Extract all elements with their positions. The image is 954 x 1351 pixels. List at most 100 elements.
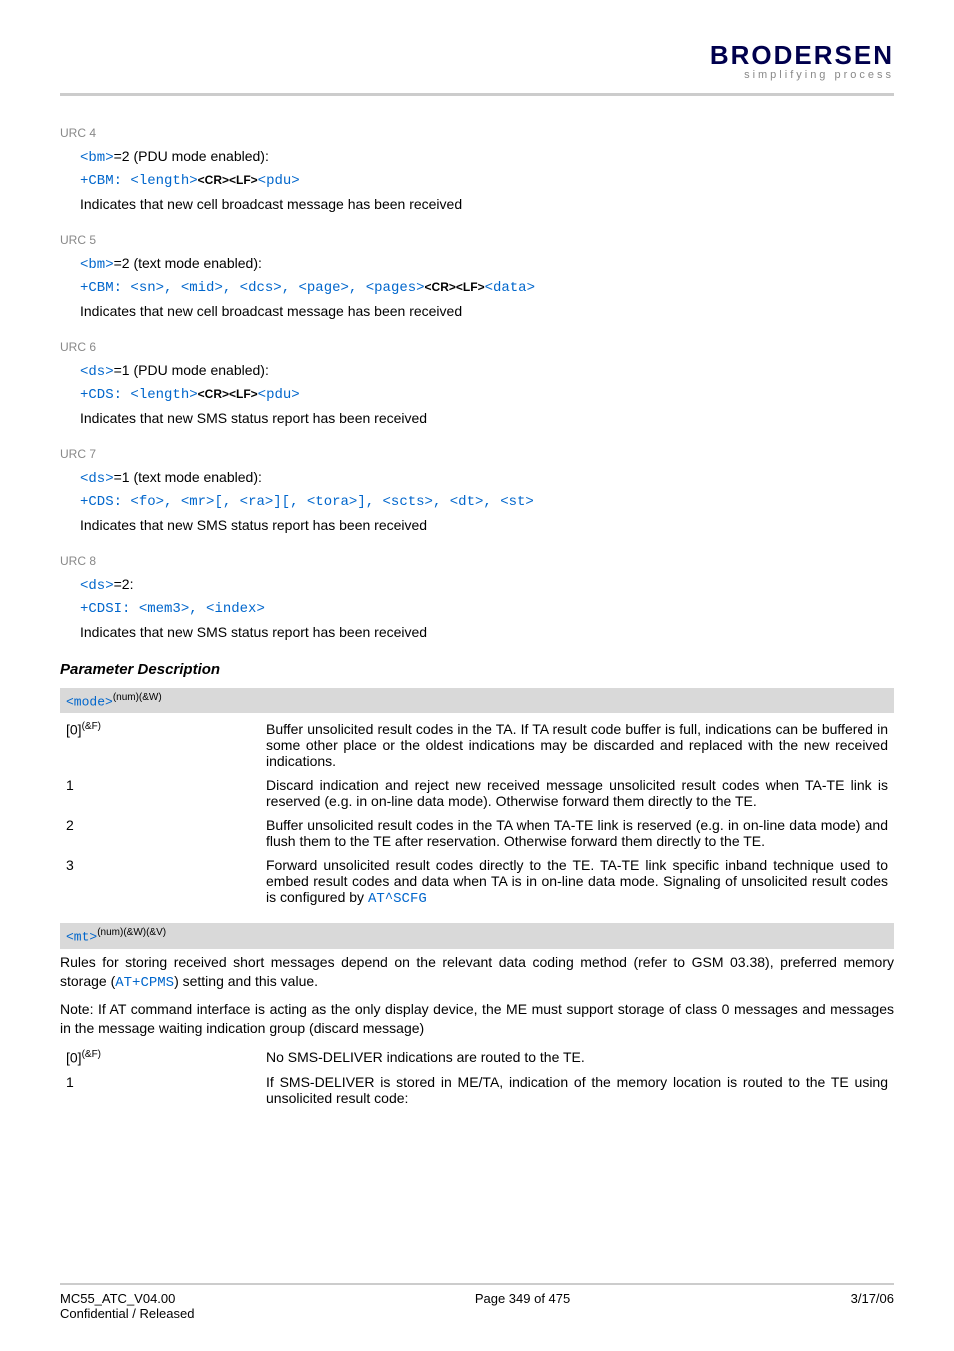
urc-body: <bm>=2 (PDU mode enabled):+CBM: <length>… bbox=[60, 146, 894, 215]
param-val: Buffer unsolicited result codes in the T… bbox=[260, 717, 894, 773]
param-row: [0](&F)No SMS-DELIVER indications are ro… bbox=[60, 1045, 894, 1070]
page-footer: MC55_ATC_V04.00 Confidential / Released … bbox=[60, 1283, 894, 1321]
urc-cmd: +CBM: <length><CR><LF><pdu> bbox=[80, 171, 894, 192]
brand-logo: BRODERSEN simplifying process bbox=[710, 40, 894, 81]
header-rule bbox=[60, 93, 894, 96]
param-key-sup: (&F) bbox=[82, 721, 101, 732]
mt-note-post: ) setting and this value. bbox=[174, 973, 318, 989]
urc-section: URC 4<bm>=2 (PDU mode enabled):+CBM: <le… bbox=[60, 126, 894, 215]
urc-pre-rest: =2 (PDU mode enabled): bbox=[114, 148, 269, 164]
cmd-param[interactable]: <mid> bbox=[181, 280, 223, 296]
footer-doc-id: MC55_ATC_V04.00 bbox=[60, 1291, 194, 1306]
param-val: Discard indication and reject new receiv… bbox=[260, 773, 894, 813]
urc-body: <ds>=1 (text mode enabled):+CDS: <fo>, <… bbox=[60, 467, 894, 536]
cmd-param[interactable]: <mr> bbox=[181, 494, 215, 510]
cmd-param[interactable]: <scts> bbox=[383, 494, 433, 510]
param-ref[interactable]: <ds> bbox=[80, 471, 114, 487]
urc-desc: Indicates that new cell broadcast messag… bbox=[80, 194, 894, 215]
cmd-token: , bbox=[433, 494, 450, 510]
cmd-token: , bbox=[349, 280, 366, 296]
urc-section: URC 8<ds>=2:+CDSI: <mem3>, <index>Indica… bbox=[60, 554, 894, 643]
cmd-token: +CDS: bbox=[80, 387, 130, 403]
cmd-param[interactable]: <dt> bbox=[450, 494, 484, 510]
urc-precondition: <bm>=2 (PDU mode enabled): bbox=[80, 146, 894, 169]
urc-pre-rest: =2: bbox=[114, 576, 134, 592]
cmd-token: +CBM: bbox=[80, 173, 130, 189]
param-ref[interactable]: <ds> bbox=[80, 578, 114, 594]
cmd-param[interactable]: <fo> bbox=[130, 494, 164, 510]
cmd-param[interactable]: <index> bbox=[206, 601, 265, 617]
urc-cmd: +CDS: <length><CR><LF><pdu> bbox=[80, 385, 894, 406]
mode-param-table: [0](&F)Buffer unsolicited result codes i… bbox=[60, 717, 894, 911]
cmd-token: +CBM: bbox=[80, 280, 130, 296]
cmd-token: , bbox=[223, 280, 240, 296]
cmd-param[interactable]: <pdu> bbox=[258, 387, 300, 403]
cmd-token: [, bbox=[214, 494, 239, 510]
urc-label: URC 4 bbox=[60, 126, 894, 140]
page-header: BRODERSEN simplifying process bbox=[60, 40, 894, 83]
urc-precondition: <ds>=2: bbox=[80, 574, 894, 597]
cmd-param[interactable]: <pages> bbox=[366, 280, 425, 296]
param-ref[interactable]: <bm> bbox=[80, 150, 114, 166]
mt-note2: Note: If AT command interface is acting … bbox=[60, 1000, 894, 1039]
param-val: Buffer unsolicited result codes in the T… bbox=[260, 813, 894, 853]
crlf-token: <CR><LF> bbox=[425, 280, 485, 294]
param-val: Forward unsolicited result codes directl… bbox=[260, 853, 894, 911]
cmd-param[interactable]: <page> bbox=[299, 280, 349, 296]
param-row: 1If SMS-DELIVER is stored in ME/TA, indi… bbox=[60, 1070, 894, 1110]
urc-desc: Indicates that new SMS status report has… bbox=[80, 515, 894, 536]
footer-page: Page 349 of 475 bbox=[475, 1291, 570, 1321]
cmd-param[interactable]: <length> bbox=[130, 387, 197, 403]
mt-param-sup: (num)(&W)(&V) bbox=[97, 927, 166, 938]
param-key: 3 bbox=[60, 853, 260, 911]
cmd-token: ], bbox=[357, 494, 382, 510]
cmd-param[interactable]: <tora> bbox=[307, 494, 357, 510]
urc-pre-rest: =1 (PDU mode enabled): bbox=[114, 362, 269, 378]
mode-param-name: <mode> bbox=[66, 694, 113, 709]
brand-name: BRODERSEN bbox=[710, 40, 894, 71]
param-link[interactable]: AT^SCFG bbox=[368, 891, 427, 907]
cmd-param[interactable]: <dcs> bbox=[240, 280, 282, 296]
cmd-param[interactable]: <st> bbox=[500, 494, 534, 510]
param-key: [0](&F) bbox=[60, 1045, 260, 1070]
urc-desc: Indicates that new cell broadcast messag… bbox=[80, 301, 894, 322]
cmd-param[interactable]: <length> bbox=[130, 173, 197, 189]
cmd-param[interactable]: <ra> bbox=[240, 494, 274, 510]
cmd-param[interactable]: <mem3> bbox=[139, 601, 189, 617]
param-key-sup: (&F) bbox=[82, 1049, 101, 1060]
param-key: [0](&F) bbox=[60, 717, 260, 773]
urc-precondition: <bm>=2 (text mode enabled): bbox=[80, 253, 894, 276]
footer-rule bbox=[60, 1283, 894, 1285]
param-val: If SMS-DELIVER is stored in ME/TA, indic… bbox=[260, 1070, 894, 1110]
urc-precondition: <ds>=1 (text mode enabled): bbox=[80, 467, 894, 490]
urc-label: URC 5 bbox=[60, 233, 894, 247]
param-ref[interactable]: <bm> bbox=[80, 257, 114, 273]
cmd-token: , bbox=[164, 280, 181, 296]
mt-param-header: <mt>(num)(&W)(&V) bbox=[60, 923, 894, 948]
param-row: 3Forward unsolicited result codes direct… bbox=[60, 853, 894, 911]
cmd-param[interactable]: <data> bbox=[485, 280, 535, 296]
urc-section: URC 5 <bm>=2 (text mode enabled): +CBM: <s… bbox=[60, 233, 894, 322]
urc-pre-rest: =1 (text mode enabled): bbox=[114, 469, 262, 485]
param-row: [0](&F)Buffer unsolicited result codes i… bbox=[60, 717, 894, 773]
mode-param-header: <mode>(num)(&W) bbox=[60, 688, 894, 713]
urc-label: URC 6 bbox=[60, 340, 894, 354]
cmd-token: ][, bbox=[273, 494, 307, 510]
param-ref[interactable]: <ds> bbox=[80, 364, 114, 380]
cmd-token: , bbox=[189, 601, 206, 617]
urc-desc: Indicates that new SMS status report has… bbox=[80, 408, 894, 429]
cmd-token: , bbox=[164, 494, 181, 510]
param-val: No SMS-DELIVER indications are routed to… bbox=[260, 1045, 894, 1070]
cmd-token: , bbox=[282, 280, 299, 296]
mt-note-link[interactable]: AT+CPMS bbox=[115, 975, 174, 991]
param-row: 1Discard indication and reject new recei… bbox=[60, 773, 894, 813]
mt-param-name: <mt> bbox=[66, 930, 97, 945]
cmd-param[interactable]: <sn> bbox=[130, 280, 164, 296]
param-row: 2Buffer unsolicited result codes in the … bbox=[60, 813, 894, 853]
cmd-token: +CDSI: bbox=[80, 601, 139, 617]
crlf-token: <CR><LF> bbox=[198, 387, 258, 401]
urc-precondition: <ds>=1 (PDU mode enabled): bbox=[80, 360, 894, 383]
cmd-param[interactable]: <pdu> bbox=[258, 173, 300, 189]
footer-confidential: Confidential / Released bbox=[60, 1306, 194, 1321]
footer-left: MC55_ATC_V04.00 Confidential / Released bbox=[60, 1291, 194, 1321]
